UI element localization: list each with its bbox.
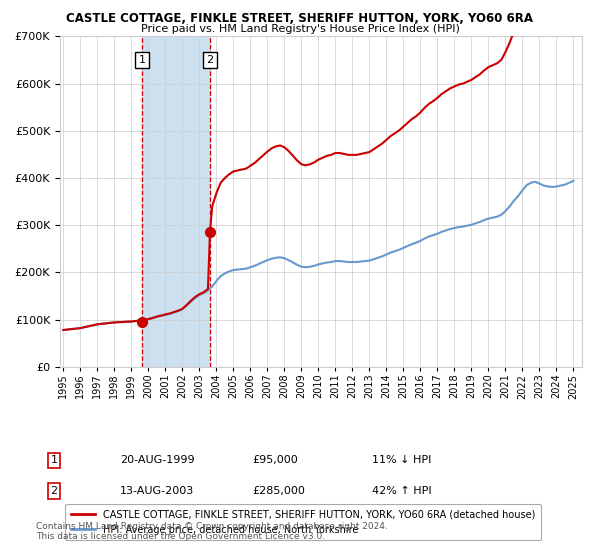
Legend: CASTLE COTTAGE, FINKLE STREET, SHERIFF HUTTON, YORK, YO60 6RA (detached house), : CASTLE COTTAGE, FINKLE STREET, SHERIFF H… <box>65 504 541 540</box>
Text: 42% ↑ HPI: 42% ↑ HPI <box>372 486 431 496</box>
Text: CASTLE COTTAGE, FINKLE STREET, SHERIFF HUTTON, YORK, YO60 6RA: CASTLE COTTAGE, FINKLE STREET, SHERIFF H… <box>67 12 533 25</box>
Text: 1: 1 <box>139 55 146 65</box>
Text: 11% ↓ HPI: 11% ↓ HPI <box>372 455 431 465</box>
Text: £285,000: £285,000 <box>252 486 305 496</box>
Text: £95,000: £95,000 <box>252 455 298 465</box>
Bar <box>142 36 210 367</box>
Text: 20-AUG-1999: 20-AUG-1999 <box>120 455 194 465</box>
Text: Contains HM Land Registry data © Crown copyright and database right 2024.
This d: Contains HM Land Registry data © Crown c… <box>36 522 388 542</box>
Text: 13-AUG-2003: 13-AUG-2003 <box>120 486 194 496</box>
Text: Price paid vs. HM Land Registry's House Price Index (HPI): Price paid vs. HM Land Registry's House … <box>140 24 460 34</box>
Text: 2: 2 <box>50 486 58 496</box>
Text: 1: 1 <box>50 455 58 465</box>
Text: 2: 2 <box>206 55 214 65</box>
